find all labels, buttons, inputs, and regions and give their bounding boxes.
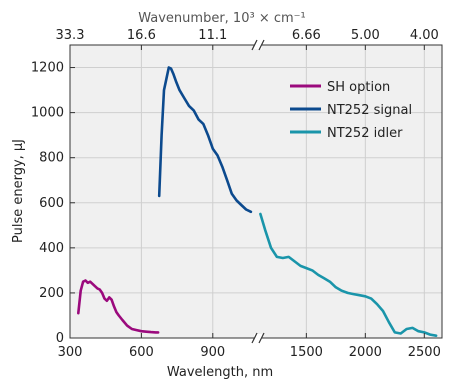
y-tick-label: 600 [39, 196, 64, 211]
top-tick-label: 11.1 [198, 28, 227, 43]
break-slash [251, 39, 258, 51]
top-axis-title: Wavenumber, 10³ × cm⁻¹ [138, 11, 305, 26]
x-tick-label: 900 [200, 345, 225, 360]
top-tick-label: 5.00 [351, 28, 380, 43]
top-tick-label: 16.6 [127, 28, 156, 43]
series-line-sh-option [77, 279, 160, 334]
top-tick-label: 4.00 [410, 28, 439, 43]
break-slash [251, 332, 258, 344]
x-axis-title: Wavelength, nm [167, 365, 273, 380]
y-tick-label: 1000 [31, 106, 64, 121]
x-tick-label: 1500 [290, 345, 323, 360]
x-tick-label: 2000 [349, 345, 382, 360]
y-tick-label: 200 [39, 286, 64, 301]
y-axis-title: Pulse energy, μJ [11, 139, 26, 243]
legend-label-nt252-idler: NT252 idler [327, 126, 403, 141]
plot-area-background [70, 45, 442, 338]
break-slash [258, 332, 265, 344]
y-tick-label: 400 [39, 241, 64, 256]
series-layer [77, 66, 438, 338]
legend: SH option NT252 signal NT252 idler [290, 80, 412, 141]
y-tick-label: 1200 [31, 61, 64, 76]
break-gap [254, 41, 262, 49]
axes-layer: 0 200 400 600 800 1000 1200 300 600 900 1500 2000 25… [31, 28, 441, 360]
top-tick-label: 6.66 [292, 28, 321, 43]
series-line-nt252-signal [157, 66, 253, 214]
y-tick-label: 800 [39, 151, 64, 166]
break-slash [258, 39, 265, 51]
series-line-nt252-idler [259, 212, 438, 338]
x-tick-label: 600 [129, 345, 154, 360]
top-tick-label: 33.3 [56, 28, 85, 43]
x-tick-label: 300 [58, 345, 83, 360]
x-tick-label: 2500 [408, 345, 441, 360]
legend-label-nt252-signal: NT252 signal [327, 103, 412, 118]
y-tick-label: 0 [56, 331, 64, 346]
legend-label-sh-option: SH option [327, 80, 390, 95]
break-gap [254, 334, 262, 342]
axis-break-marks [251, 39, 265, 344]
